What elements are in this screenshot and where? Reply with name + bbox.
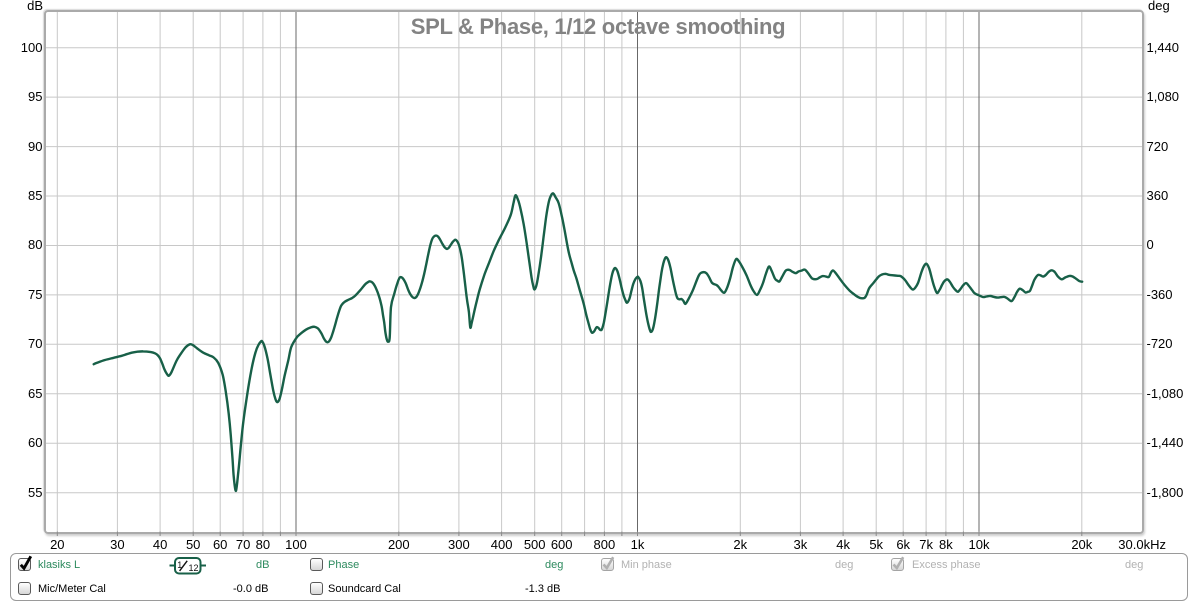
svg-text:12: 12 [189,563,199,573]
svg-text:1: 1 [177,560,182,570]
